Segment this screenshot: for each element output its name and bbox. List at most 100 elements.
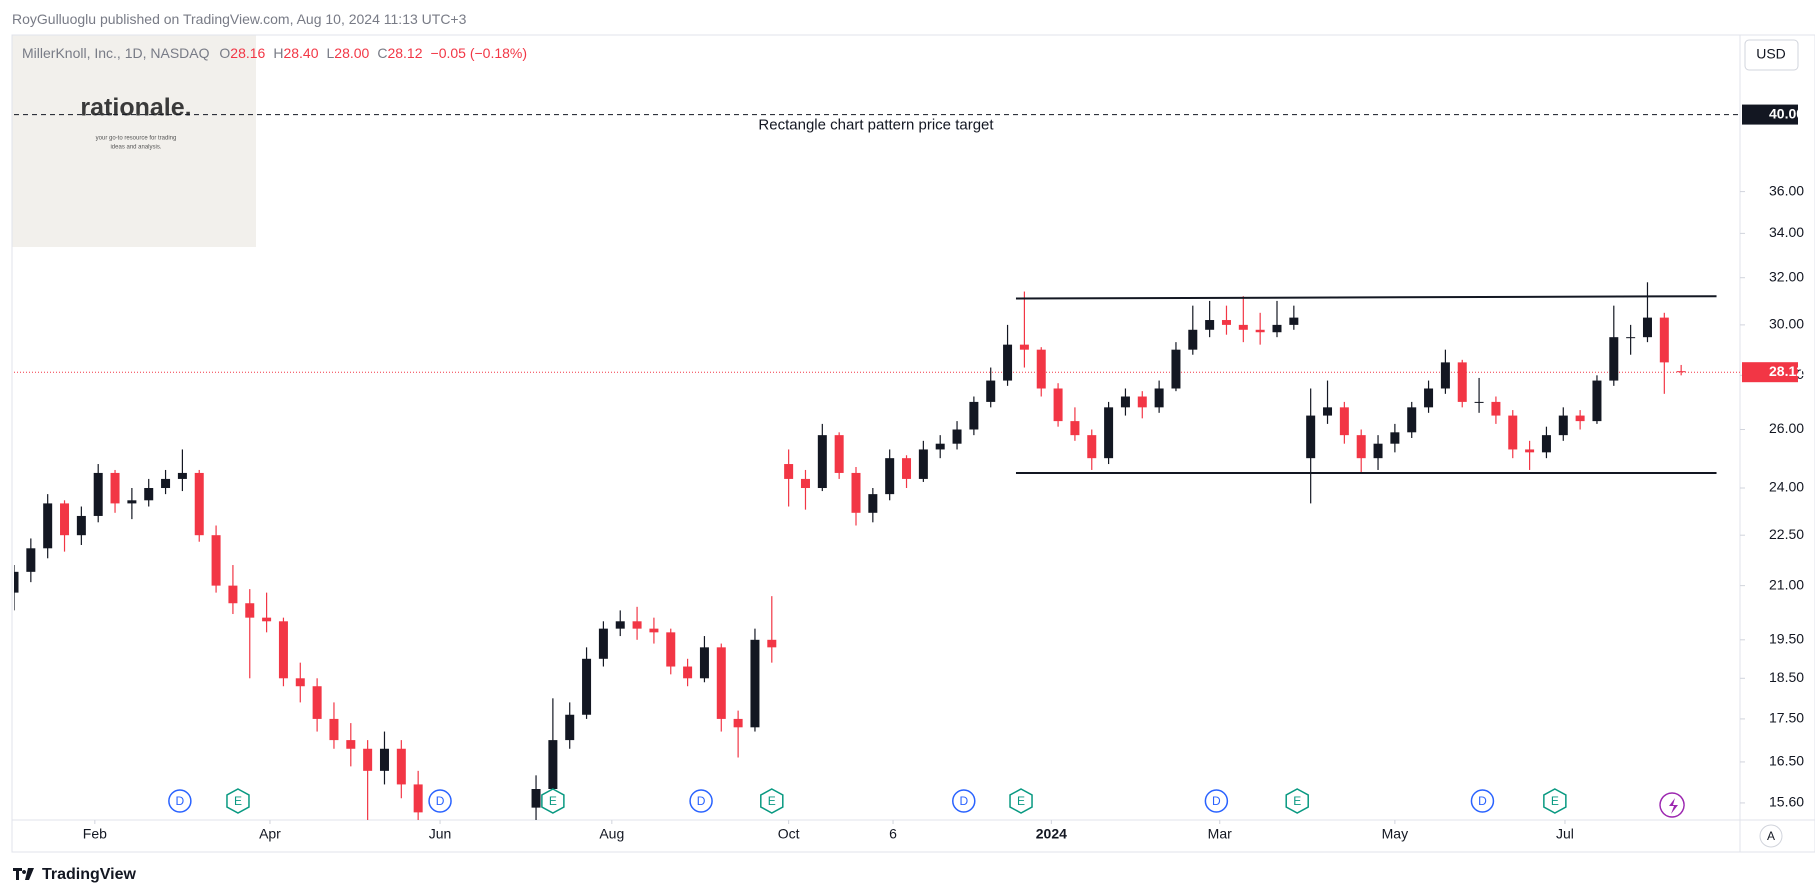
currency-button[interactable] (1744, 39, 1799, 71)
candle-body (1642, 317, 1652, 338)
candle-body (1339, 407, 1349, 436)
currency[interactable]: USD (1756, 46, 1786, 62)
event-label[interactable]: D (1478, 794, 1487, 808)
candle-body (1323, 407, 1333, 416)
auto-scale-button[interactable] (1759, 824, 1783, 848)
candle-body (1558, 415, 1568, 436)
candle-body (1508, 415, 1518, 450)
auto-scale-label[interactable]: A (1767, 829, 1775, 843)
event-label[interactable]: D (436, 794, 445, 808)
legend-key: C (377, 45, 388, 61)
candle-body (733, 718, 743, 728)
candle-body (1609, 337, 1619, 381)
candle-body (851, 472, 861, 513)
event-label[interactable]: E (549, 794, 557, 808)
candle-body (834, 435, 844, 473)
candle-body (767, 639, 777, 648)
candle-body (1137, 396, 1147, 408)
candle-body (228, 585, 238, 604)
candle-body (14, 571, 19, 593)
y-tick-label: 34.00 (1769, 224, 1804, 240)
candle-body (1626, 337, 1636, 339)
logo-tagline: your go-to resource for trading (96, 136, 177, 142)
event-label[interactable]: D (697, 794, 706, 808)
event-icon (226, 788, 250, 814)
candle-body (699, 647, 709, 679)
candle-body (582, 658, 592, 715)
candle-body (127, 500, 137, 504)
candle-body (1104, 407, 1114, 459)
legend-change: −0.05 (−0.18%) (430, 45, 528, 61)
target-label: 40.00 (1769, 105, 1804, 121)
candle-body (1120, 396, 1130, 408)
candle-body (60, 503, 70, 536)
target-annotation: Rectangle chart pattern price target (758, 117, 994, 134)
candle-body (346, 740, 356, 749)
x-tick-label: Oct (778, 826, 800, 842)
event-label[interactable]: E (1293, 794, 1301, 808)
event-icon (1204, 789, 1229, 813)
candle-body (1676, 371, 1686, 373)
y-tick-label: 30.00 (1769, 316, 1804, 332)
candle-body (1154, 388, 1164, 408)
y-tick-label: 15.60 (1769, 794, 1804, 810)
target-label-box (1742, 104, 1798, 125)
event-icon (689, 789, 713, 813)
candle-body (278, 621, 288, 679)
candle-body (1541, 435, 1551, 453)
candle-body (363, 748, 373, 771)
event-label[interactable]: E (234, 794, 242, 808)
candle-body (1356, 435, 1366, 459)
event-label[interactable]: D (176, 794, 185, 808)
event-icon (1285, 788, 1309, 814)
candle-body (868, 494, 878, 513)
legend-key: H (273, 45, 284, 61)
logo-title: rationale. (80, 94, 191, 122)
y-tick-label: 17.50 (1769, 710, 1804, 726)
candle-body (885, 458, 895, 495)
y-tick-label: 16.50 (1769, 753, 1804, 769)
candle-body (935, 443, 945, 450)
event-icon (541, 788, 565, 814)
candle-body (784, 464, 794, 479)
candle-body (295, 678, 305, 687)
candle-body (531, 789, 541, 808)
candle-body (969, 401, 979, 430)
x-tick-label: Feb (83, 826, 107, 842)
candle-body (1255, 329, 1265, 333)
legend-key: L (326, 45, 335, 61)
candle-body (161, 478, 171, 489)
x-tick-label: 6 (889, 826, 897, 842)
event-label[interactable]: D (1212, 794, 1221, 808)
candle-body (245, 603, 255, 618)
legend-value: 28.12 (387, 45, 423, 61)
candle-body (43, 503, 53, 549)
candle-body (1306, 415, 1316, 459)
event-icon (428, 789, 452, 813)
candle-body (986, 380, 996, 402)
y-tick-label: 24.00 (1769, 479, 1804, 495)
y-tick-label: 32.00 (1769, 268, 1804, 284)
event-icon (1470, 789, 1495, 813)
frame (11, 34, 1815, 853)
event-label[interactable]: D (959, 794, 968, 808)
candle-body (1003, 344, 1013, 381)
candle-body (211, 535, 221, 586)
candle-body (396, 748, 406, 785)
event-label[interactable]: E (1017, 794, 1025, 808)
candle-body (26, 548, 36, 572)
footer-logo: TradingView (42, 866, 137, 883)
event-icon (760, 788, 784, 814)
last-price-label: 28.12 (1769, 363, 1804, 379)
candle-body (1525, 449, 1535, 453)
candle-body (93, 472, 103, 516)
pattern-line (1015, 295, 1717, 300)
event-label[interactable]: E (768, 794, 776, 808)
candle-body (1188, 329, 1198, 350)
event-label[interactable]: E (1551, 794, 1559, 808)
logo-tagline: ideas and analysis. (110, 145, 161, 151)
plot-area (14, 114, 1740, 820)
candle-body (1205, 320, 1215, 330)
candle-body (902, 458, 912, 479)
